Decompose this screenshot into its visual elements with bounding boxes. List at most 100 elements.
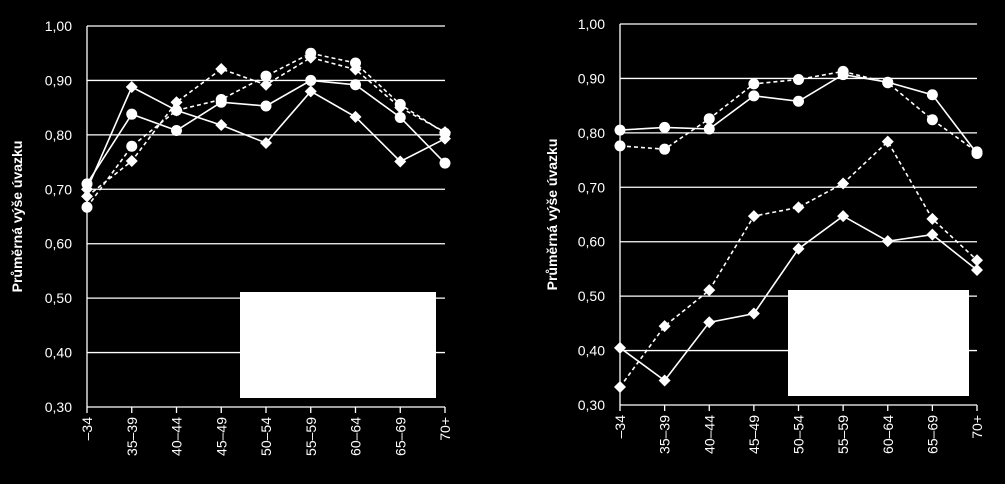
data-point-circle — [837, 65, 849, 77]
data-point-diamond — [439, 132, 451, 145]
data-point-diamond — [703, 316, 716, 329]
data-point-diamond — [971, 254, 983, 267]
data-point-diamond — [349, 110, 362, 123]
x-tick-label: –34 — [79, 417, 95, 441]
data-point-circle — [171, 125, 182, 137]
data-point-circle — [882, 77, 894, 89]
data-point-circle — [439, 157, 451, 169]
data-point-diamond — [881, 135, 894, 148]
y-tick-label: 0,60 — [578, 234, 605, 250]
series-line — [619, 70, 978, 153]
x-tick-label: 60–64 — [880, 415, 896, 454]
data-point-diamond — [125, 154, 138, 167]
data-point-diamond — [260, 78, 272, 91]
right-chart: 0,30 0,40 0,50 0,60 0,70 0,80 0,90 1,00 –34 35–39… — [544, 16, 985, 454]
y-tick-label: 0,70 — [45, 181, 72, 197]
data-point-diamond — [837, 210, 850, 223]
x-tick-label: 50–54 — [791, 415, 807, 454]
y-tick-label: 0,70 — [578, 179, 605, 195]
x-tick-label: –34 — [612, 415, 628, 439]
data-point-circle — [703, 123, 715, 135]
data-point-diamond — [747, 210, 760, 223]
data-point-circle — [614, 124, 626, 136]
data-point-diamond — [971, 264, 983, 277]
data-point-circle — [748, 78, 760, 90]
data-point-circle — [305, 74, 317, 86]
data-point-diamond — [837, 177, 850, 190]
data-point-diamond — [926, 212, 939, 225]
data-point-diamond — [81, 190, 93, 203]
data-point-circle — [126, 140, 138, 152]
data-point-diamond — [81, 183, 93, 196]
y-tick-label: 1,00 — [45, 18, 72, 34]
data-point-diamond — [703, 284, 716, 297]
x-tick-label: 65–69 — [924, 415, 940, 454]
y-axis-title: Průměrná výše úvazku — [9, 141, 25, 293]
y-tick-label: 0,80 — [45, 127, 72, 143]
data-point-circle — [350, 57, 361, 69]
data-point-diamond — [215, 62, 228, 75]
y-axis-title: Průměrná výše úvazku — [544, 139, 560, 291]
data-point-diamond — [614, 381, 626, 394]
series-line — [619, 140, 978, 388]
data-point-diamond — [881, 235, 894, 248]
data-point-diamond — [926, 228, 939, 241]
data-point-diamond — [260, 137, 272, 150]
y-tick-label: 0,60 — [45, 236, 72, 252]
data-point-circle — [793, 74, 804, 86]
left-chart: 0,30 0,40 0,50 0,60 0,70 0,80 0,90 1,00 –34 35–39… — [9, 18, 453, 456]
data-point-circle — [659, 121, 671, 133]
data-point-circle — [260, 70, 272, 82]
data-point-diamond — [658, 374, 671, 387]
data-point-diamond — [215, 119, 228, 132]
data-point-circle — [703, 113, 715, 125]
y-tick-label: 0,40 — [578, 343, 605, 359]
y-tick-label: 0,80 — [578, 125, 605, 141]
data-point-diamond — [747, 307, 760, 320]
data-point-circle — [126, 108, 138, 120]
legend-box — [240, 292, 436, 398]
y-tick-label: 0,30 — [45, 399, 72, 415]
data-point-circle — [614, 140, 626, 152]
data-point-diamond — [349, 63, 362, 76]
data-point-diamond — [792, 242, 805, 255]
data-point-circle — [350, 79, 361, 91]
x-tick-label: 65–69 — [392, 417, 408, 456]
y-tick-label: 1,00 — [578, 16, 605, 32]
data-point-circle — [748, 90, 760, 102]
y-tick-label: 0,90 — [578, 70, 605, 86]
x-tick-label: 45–49 — [213, 417, 229, 456]
x-tick-label: 55–59 — [303, 417, 319, 456]
x-tick-label: 35–39 — [124, 417, 140, 456]
data-point-circle — [394, 111, 406, 123]
data-point-circle — [793, 95, 804, 107]
y-tick-label: 0,40 — [45, 345, 72, 361]
x-tick-label: 60–64 — [348, 417, 364, 456]
data-point-diamond — [614, 341, 626, 354]
data-point-diamond — [170, 96, 183, 109]
y-tick-label: 0,30 — [578, 397, 605, 413]
data-point-circle — [81, 201, 93, 213]
data-point-diamond — [658, 320, 671, 333]
x-tick-label: 45–49 — [746, 415, 762, 454]
x-tick-label: 40–44 — [169, 417, 185, 456]
data-point-diamond — [304, 85, 317, 98]
x-tick-label: 50–54 — [258, 417, 274, 456]
data-point-circle — [260, 100, 272, 112]
data-point-circle — [971, 146, 983, 158]
x-tick-label: 40–44 — [701, 415, 717, 454]
data-point-diamond — [125, 80, 138, 93]
x-tick-label: 70+ — [969, 415, 985, 439]
data-point-diamond — [792, 201, 805, 214]
data-point-diamond — [170, 104, 183, 117]
data-point-diamond — [394, 101, 407, 114]
data-point-diamond — [394, 155, 407, 168]
series-line — [86, 52, 446, 208]
y-tick-label: 0,90 — [45, 72, 72, 88]
x-tick-label: 70+ — [437, 417, 453, 441]
y-tick-label: 0,50 — [45, 290, 72, 306]
data-point-diamond — [439, 126, 451, 139]
data-point-diamond — [304, 51, 317, 64]
x-tick-label: 55–59 — [835, 415, 851, 454]
